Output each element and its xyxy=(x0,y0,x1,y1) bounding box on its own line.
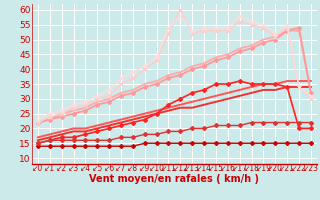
X-axis label: Vent moyen/en rafales ( km/h ): Vent moyen/en rafales ( km/h ) xyxy=(89,174,260,184)
